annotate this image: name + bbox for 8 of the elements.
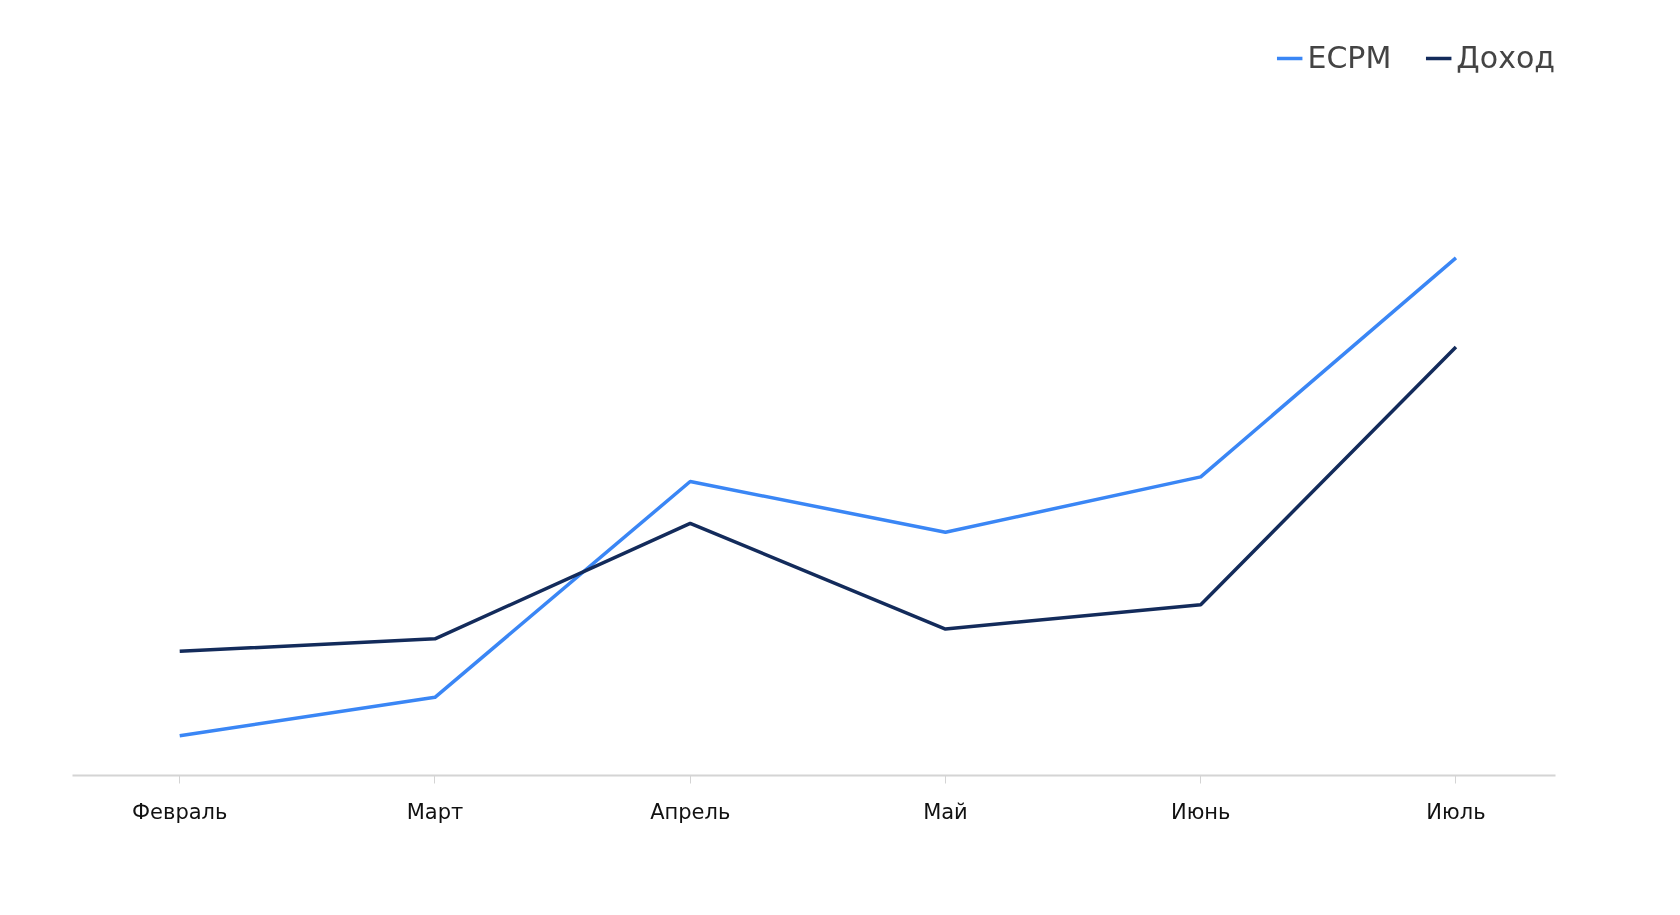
x-tick-label: Февраль [132,799,228,824]
x-tick-label: Апрель [650,799,731,824]
legend-label: Доход [1456,40,1555,75]
x-tick-label: Май [923,799,968,824]
x-tick-label: Март [406,799,464,824]
x-tick-label: Июнь [1170,799,1231,824]
legend-label: ECPM [1307,40,1392,75]
x-tick-label: Июль [1426,799,1486,824]
